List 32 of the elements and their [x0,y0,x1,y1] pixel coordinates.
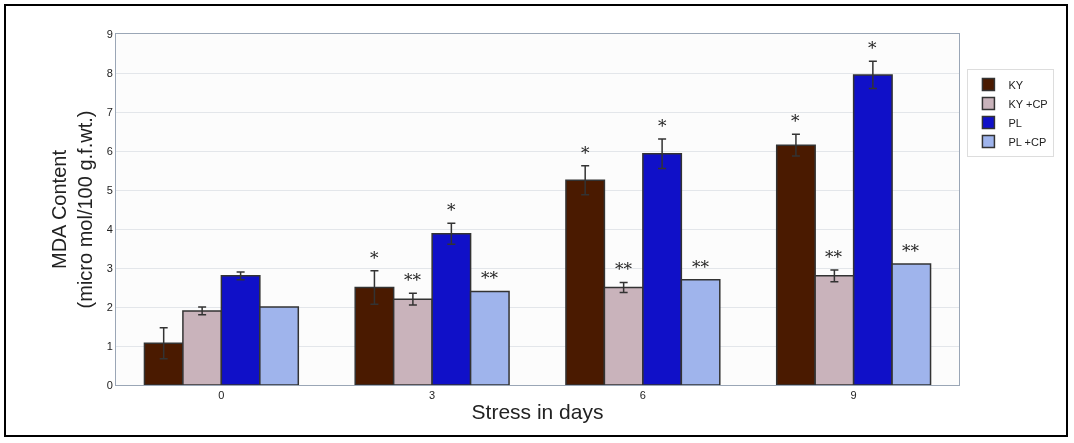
y-tick-label: 9 [106,27,113,40]
data-label: ** [481,268,499,288]
y-tick-label: 8 [106,66,113,79]
y-tick-label: 5 [106,183,113,196]
data-label: ** [692,257,710,277]
x-axis-title: Stress in days [471,400,604,424]
legend-label: PL [1008,116,1022,129]
y-tick-label: 3 [106,261,113,274]
y-tick-label: 4 [106,222,113,235]
x-tick-label: 0 [218,389,225,402]
data-label: * [447,200,456,220]
legend-label: KY +CP [1008,97,1048,110]
y-tick-label: 6 [106,144,113,157]
data-label: * [581,143,590,163]
data-label: ** [825,247,843,267]
data-label: * [791,111,800,131]
x-tick-label: 3 [429,389,436,402]
data-label: * [370,248,379,268]
legend-label: PL +CP [1008,135,1047,148]
data-label: ** [902,241,920,261]
legend-label: KY [1008,78,1024,91]
data-label: * [658,116,667,136]
data-label: * [868,38,877,58]
y-tick-label: 0 [106,378,113,391]
y-tick-label: 2 [106,300,113,313]
y-axis-title: MDA Content (micro mol/100 g.f.wt.) [48,110,96,309]
data-label: ** [404,270,422,290]
data-label: ** [615,259,633,279]
y-tick-label: 7 [106,105,113,118]
x-tick-label: 9 [850,389,857,402]
y-tick-label: 1 [106,339,113,352]
x-tick-label: 6 [639,389,646,402]
